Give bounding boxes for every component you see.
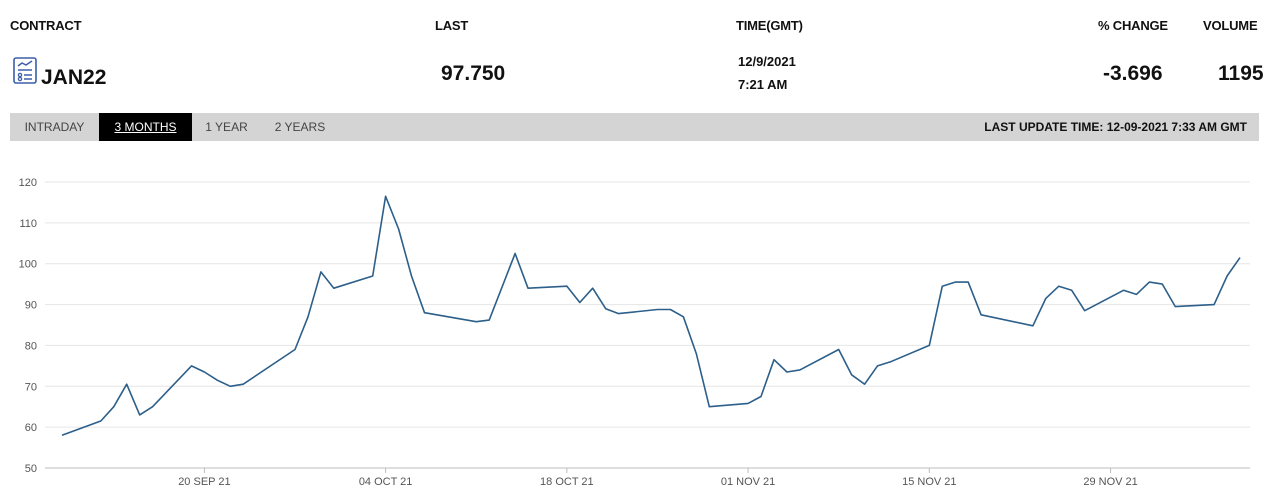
last-header: LAST [435,18,469,33]
x-tick-label: 15 NOV 21 [902,476,956,488]
x-tick-label: 01 NOV 21 [721,476,775,488]
tab-2-years[interactable]: 2 YEARS [274,120,326,134]
change-header: % CHANGE [1098,18,1168,33]
y-tick-label: 80 [25,340,37,352]
y-tick-label: 90 [25,300,37,312]
time-clock: 7:21 AM [738,77,788,92]
range-tab-bar: INTRADAY 3 MONTHS 1 YEAR 2 YEARS LAST UP… [10,113,1259,141]
change-value: -3.696 [1103,62,1163,85]
series-line [61,195,1241,437]
time-date: 12/9/2021 [738,54,796,69]
y-axis: 50 60 70 80 90 100 110 120 [19,177,37,475]
time-header: TIME(GMT) [736,18,803,33]
x-tick-label: 20 SEP 21 [178,476,230,488]
tab-intraday[interactable]: INTRADAY [24,120,85,134]
y-tick-label: 110 [19,218,37,230]
y-tick-label: 100 [19,259,37,271]
y-tick-label: 120 [19,177,37,189]
chart-grid [45,181,1250,469]
volume-header: VOLUME [1203,18,1258,33]
price-line-chart: 50 60 70 80 90 100 110 120 20 SEP 21 04 OCT 21 18… [19,177,1250,488]
last-value: 97.750 [441,62,506,85]
chart-document-icon [13,57,37,84]
x-tick-label: 29 NOV 21 [1083,476,1137,488]
y-tick-label: 50 [25,463,37,475]
x-tick-label: 18 OCT 21 [540,476,594,488]
x-axis: 20 SEP 21 04 OCT 21 18 OCT 21 01 NOV 21 15 N… [45,467,1250,488]
x-tick-label: 04 OCT 21 [359,476,413,488]
contract-header: CONTRACT [10,18,82,33]
y-tick-label: 70 [25,381,37,393]
contract-value: JAN22 [41,66,107,89]
tab-1-year[interactable]: 1 YEAR [205,120,248,134]
tab-3-months[interactable]: 3 MONTHS [99,113,192,141]
last-update-time: LAST UPDATE TIME: 12-09-2021 7:33 AM GMT [984,120,1247,134]
y-tick-label: 60 [25,422,37,434]
volume-value: 1195 [1218,62,1264,85]
